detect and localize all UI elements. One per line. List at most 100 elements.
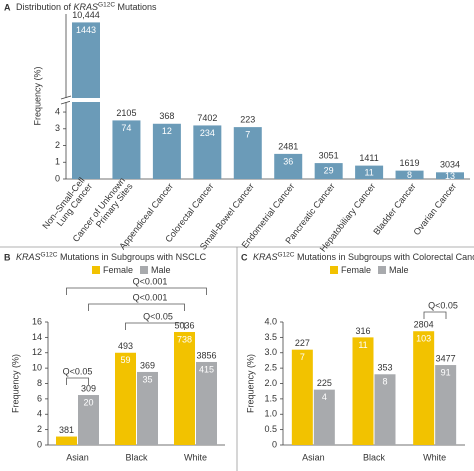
y-axis-label: Frequency (%)	[10, 354, 20, 413]
bar	[436, 172, 464, 179]
bar	[374, 374, 396, 445]
y-tick-label: 4	[55, 106, 60, 116]
significance-bracket	[423, 311, 447, 319]
bar	[274, 153, 303, 179]
significance-label: Q<0.001	[133, 292, 168, 302]
significance-bracket	[66, 287, 207, 295]
title-gene: KRAS	[16, 252, 41, 262]
count-label: 91	[441, 367, 451, 377]
significance-label: Q<0.05	[63, 366, 93, 376]
x-tick-label: White	[184, 452, 207, 462]
bar	[137, 371, 158, 445]
y-tick-label: 3	[55, 123, 60, 133]
panel-letter: A	[4, 2, 11, 12]
title-text: Mutations	[115, 2, 157, 12]
y-tick-label: 1.5	[264, 393, 277, 403]
legend-swatch	[140, 266, 148, 274]
bar	[56, 436, 77, 445]
x-tick-label: Bladder Cancer	[372, 182, 418, 237]
significance-bracket	[88, 303, 185, 311]
y-tick-label: 6	[37, 393, 42, 403]
count-label: 59	[120, 355, 130, 365]
y-tick-label: 2	[55, 140, 60, 150]
bar	[413, 331, 435, 445]
count-label: 29	[324, 165, 334, 175]
title-text: Mutations in Subgroups with NSCLC	[58, 252, 207, 262]
significance-label: Q<0.001	[133, 276, 168, 286]
bar	[115, 352, 136, 445]
x-tick-label: White	[423, 452, 446, 462]
count-label: 7	[245, 129, 250, 139]
bar	[352, 337, 374, 445]
bar	[313, 389, 335, 445]
total-label: 316	[355, 326, 370, 336]
legend-label: Male	[151, 265, 171, 275]
total-label: 10,444	[72, 10, 100, 20]
y-tick-label: 0	[272, 439, 277, 449]
bar	[435, 365, 457, 445]
x-tick-label-line: Bladder Cancer	[372, 182, 418, 237]
count-label: 738	[177, 334, 192, 344]
total-label: 227	[295, 338, 310, 348]
y-tick-label: 10	[32, 363, 42, 373]
title-sup: G12C	[98, 1, 115, 8]
y-tick-label: 2.5	[264, 363, 277, 373]
total-label: 3856	[196, 350, 216, 360]
legend-swatch	[330, 266, 338, 274]
x-tick-label-line: Ovarian Cancer	[412, 182, 459, 238]
title-text: Mutations in Subgroups with Colorectal C…	[295, 252, 474, 262]
y-tick-label: 4.0	[264, 316, 277, 326]
panel-title: KRASG12C Mutations in Subgroups with Col…	[253, 251, 474, 262]
count-label: 415	[199, 364, 214, 374]
bar	[314, 163, 343, 179]
bar	[196, 361, 217, 445]
y-tick-label: 1	[55, 157, 60, 167]
total-label: 368	[159, 111, 174, 121]
count-label: 13	[445, 171, 455, 181]
total-label: 3051	[319, 150, 339, 160]
legend-label: Female	[341, 265, 371, 275]
title-text: Distribution of	[16, 2, 74, 12]
x-tick-label: Asian	[66, 452, 89, 462]
count-label: 11	[364, 168, 373, 178]
significance-bracket	[66, 377, 89, 385]
y-tick-label: 3.0	[264, 347, 277, 357]
bar	[112, 120, 141, 179]
count-label: 35	[142, 374, 152, 384]
total-label: 309	[81, 383, 96, 393]
bar	[174, 331, 195, 445]
y-axis-label: Frequency (%)	[32, 66, 42, 125]
legend-swatch	[378, 266, 386, 274]
significance-bracket	[125, 322, 185, 330]
panel-title: Distribution of KRASG12C Mutations	[16, 1, 157, 12]
count-label: 11	[358, 340, 367, 350]
significance-label: Q<0.05	[143, 311, 173, 321]
y-tick-label: 2.0	[264, 378, 277, 388]
total-label: 2481	[278, 141, 298, 151]
total-label: 381	[59, 425, 74, 435]
total-label: 3034	[440, 160, 460, 170]
title-sup: G12C	[278, 251, 295, 258]
count-label: 20	[83, 397, 93, 407]
y-axis-label: Frequency (%)	[245, 354, 255, 413]
bar	[355, 165, 384, 179]
total-label: 7402	[197, 113, 217, 123]
total-label: 3477	[436, 353, 456, 363]
bar	[152, 123, 181, 179]
title-sup: G12C	[41, 251, 58, 258]
count-label: 7	[300, 352, 305, 362]
total-label: 369	[140, 360, 155, 370]
count-label: 4	[322, 392, 327, 402]
count-label: 36	[283, 156, 293, 166]
axis-break	[60, 100, 72, 105]
total-label: 1411	[359, 153, 378, 163]
bar	[233, 127, 262, 179]
x-tick-label: Black	[363, 452, 386, 462]
bar-break-gap	[70, 98, 102, 102]
bar	[193, 125, 222, 179]
bar	[395, 170, 424, 179]
count-label: 103	[416, 334, 431, 344]
panel-title: KRASG12C Mutations in Subgroups with NSC…	[16, 251, 207, 262]
